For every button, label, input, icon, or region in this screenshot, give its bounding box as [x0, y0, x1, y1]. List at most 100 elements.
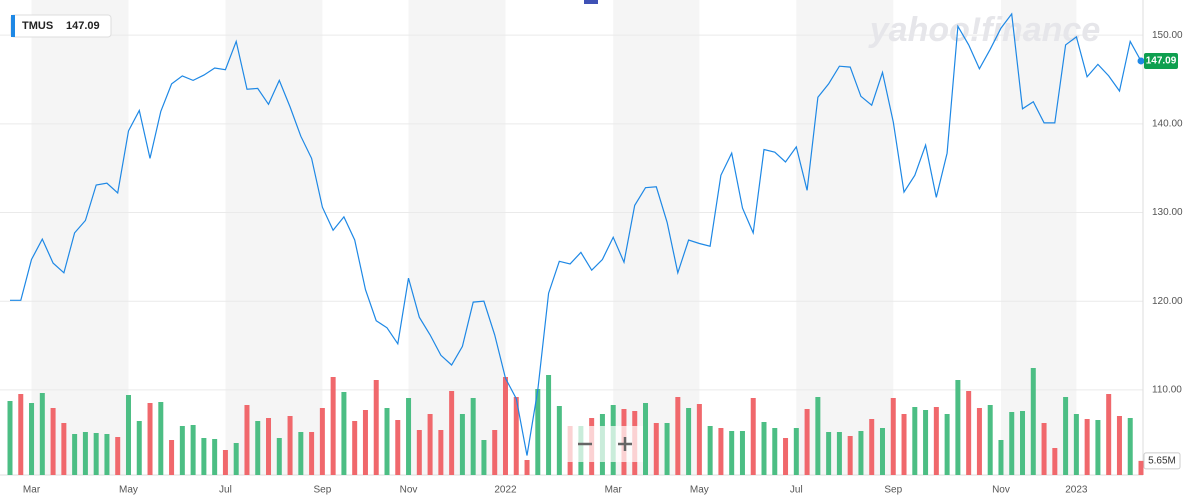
volume-bar — [212, 439, 218, 475]
volume-bar — [707, 426, 713, 475]
watermark: yahoo!finance — [868, 11, 1100, 49]
volume-bar — [179, 426, 185, 475]
volume-bar — [879, 428, 885, 475]
x-tick-label: Nov — [400, 485, 418, 496]
volume-bar — [319, 408, 325, 475]
volume-bar — [298, 432, 304, 475]
x-tick-label: 2023 — [1065, 485, 1088, 496]
volume-bar — [244, 405, 250, 475]
volume-bar — [955, 380, 961, 475]
volume-bar — [1020, 411, 1026, 475]
volume-bar — [470, 398, 476, 475]
volume-bar — [513, 397, 519, 475]
volume-bar — [1052, 448, 1058, 475]
x-tick-label: Nov — [992, 485, 1010, 496]
volume-bar — [696, 404, 702, 475]
top-handle — [584, 0, 598, 4]
last-point — [1137, 57, 1145, 65]
period-band — [1000, 0, 1077, 475]
volume-bar — [739, 431, 745, 475]
background — [0, 0, 1143, 475]
volume-bar — [82, 432, 88, 475]
x-tick-label: 2022 — [494, 485, 517, 496]
x-tick-label: May — [690, 485, 709, 496]
volume-bar — [858, 431, 864, 475]
volume-bar — [1127, 418, 1133, 475]
volume-bar — [201, 438, 207, 475]
volume-bar — [890, 398, 896, 475]
volume-bar — [783, 438, 789, 475]
volume-bar — [309, 432, 315, 475]
volume-bar — [675, 397, 681, 475]
volume-bar — [481, 440, 487, 475]
y-tick-label: 140.00 — [1152, 118, 1183, 129]
price-line — [10, 12, 1142, 456]
volume-bar — [901, 414, 907, 475]
volume-bar — [341, 392, 347, 475]
volume-bar — [912, 407, 918, 475]
volume-bar — [826, 432, 832, 475]
volume-bar — [459, 414, 465, 475]
volume-bar — [18, 394, 24, 475]
volume-bar — [546, 375, 552, 475]
volume-bar — [923, 410, 929, 475]
x-tick-label: Mar — [23, 485, 41, 496]
period-band — [225, 0, 323, 475]
legend-swatch — [11, 15, 15, 37]
volume-bar — [438, 430, 444, 475]
y-tick-label: 110.00 — [1152, 385, 1182, 396]
volume-bar — [384, 408, 390, 475]
volume-bar — [276, 438, 282, 475]
y-tick-label: 130.00 — [1152, 207, 1183, 218]
x-tick-label: Jul — [219, 485, 232, 496]
x-tick-label: Sep — [313, 485, 331, 496]
x-tick-label: May — [119, 485, 138, 496]
volume-bar — [815, 397, 821, 475]
volume-bar — [7, 401, 13, 475]
volume-bar — [50, 408, 56, 475]
volume-bar — [255, 421, 261, 475]
volume-bar — [39, 393, 45, 475]
volume-bar — [222, 450, 228, 475]
x-tick-label: Jul — [790, 485, 803, 496]
volume-bar — [266, 418, 272, 475]
volume-bar — [772, 428, 778, 475]
volume-bar — [1084, 419, 1090, 475]
volume-bar — [976, 408, 982, 475]
volume-bar — [869, 419, 875, 475]
volume-bar — [664, 423, 670, 475]
volume-bar — [686, 408, 692, 475]
volume-bar — [104, 434, 110, 475]
volume-bar — [847, 436, 853, 475]
volume-bar — [352, 421, 358, 475]
volume-bar — [966, 391, 972, 475]
x-tick-label: Sep — [884, 485, 902, 496]
volume-bar — [61, 423, 67, 475]
period-band — [613, 0, 700, 475]
volume-bar — [330, 377, 336, 475]
volume-bar — [998, 440, 1004, 475]
volume-bar — [502, 377, 508, 475]
volume-bar — [395, 420, 401, 475]
volume-bar — [29, 403, 35, 475]
legend-name: TMUS — [22, 20, 53, 32]
volume-bar — [556, 406, 562, 475]
price-tag-label: 147.09 — [1146, 56, 1177, 67]
period-band — [408, 0, 506, 475]
volume-bar — [643, 403, 649, 475]
volume-bar — [287, 416, 293, 475]
volume-bar — [362, 410, 368, 475]
volume-bar — [793, 428, 799, 475]
y-tick-label: 150.00 — [1152, 30, 1183, 41]
price-tag — [1144, 52, 1178, 69]
volume-bar — [427, 414, 433, 475]
volume-bar — [836, 432, 842, 475]
zoom-controls — [567, 426, 643, 462]
volume-bar — [169, 440, 175, 475]
volume-bar — [1116, 416, 1122, 475]
volume-bar — [729, 431, 735, 475]
volume-bar — [190, 425, 196, 475]
volume-bar — [535, 389, 541, 475]
volume-bar — [524, 460, 530, 475]
